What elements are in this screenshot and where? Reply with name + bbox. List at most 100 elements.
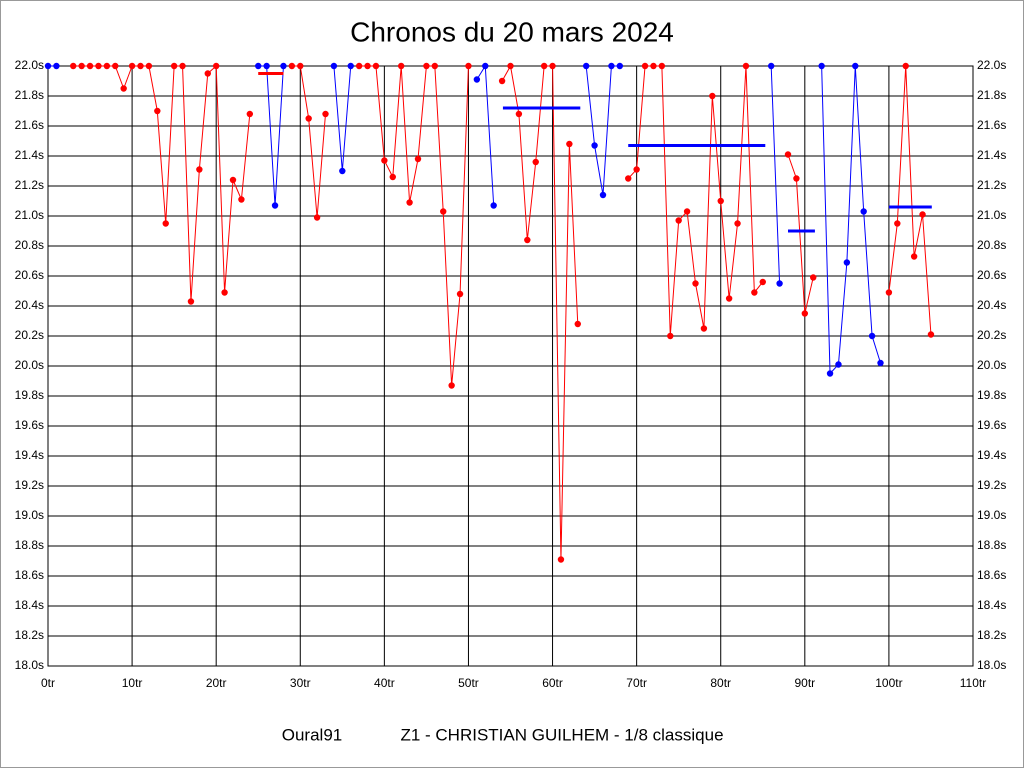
y2-tick-label: 21.2s: [977, 178, 1006, 192]
y2-tick-label: 21.6s: [977, 118, 1006, 132]
data-point: [288, 62, 296, 70]
y-tick-label: 20.4s: [15, 298, 44, 312]
y-tick-label: 21.6s: [15, 118, 44, 132]
x-tick-label: 110tr: [960, 676, 986, 690]
data-point: [78, 62, 85, 70]
data-point: [557, 556, 565, 563]
data-point: [793, 175, 800, 182]
y2-tick-label: 20.2s: [977, 328, 1006, 342]
data-point: [801, 310, 809, 317]
data-point: [894, 220, 901, 227]
data-point: [877, 359, 884, 367]
y2-tick-label: 22.0s: [977, 58, 1006, 72]
y-tick-label: 19.8s: [15, 388, 44, 402]
data-point: [582, 62, 590, 70]
data-point: [229, 176, 237, 184]
data-point: [852, 62, 859, 70]
data-point: [826, 370, 834, 377]
y-tick-label: 18.4s: [15, 598, 44, 612]
data-point: [70, 62, 77, 70]
chart-title: Chronos du 20 mars 2024: [350, 16, 674, 47]
y2-tick-label: 18.8s: [977, 538, 1006, 552]
x-tick-label: 50tr: [458, 676, 479, 690]
data-point: [154, 107, 161, 115]
data-point: [608, 62, 615, 70]
data-point: [297, 62, 304, 70]
data-point: [919, 211, 926, 218]
y2-tick-label: 18.0s: [977, 658, 1006, 672]
series-line: [888, 65, 932, 335]
data-point: [709, 92, 716, 100]
data-point: [465, 62, 472, 70]
data-point: [95, 62, 102, 70]
data-point: [423, 62, 430, 70]
footer-club: Oural91: [282, 725, 342, 744]
data-point: [549, 62, 556, 70]
y2-tick-label: 18.4s: [977, 598, 1006, 612]
data-point: [540, 62, 548, 70]
y-tick-label: 20.6s: [15, 268, 44, 282]
x-tick-label: 60tr: [542, 676, 563, 690]
data-point: [902, 62, 909, 70]
y-tick-label: 20.2s: [15, 328, 44, 342]
data-point: [683, 208, 691, 215]
data-point: [843, 259, 851, 266]
y2-tick-label: 21.0s: [977, 208, 1006, 222]
data-point: [313, 214, 321, 221]
series-line: [73, 64, 251, 302]
x-tick-label: 100tr: [875, 676, 902, 690]
y-tick-label: 18.8s: [15, 538, 44, 552]
data-point: [490, 202, 497, 209]
data-point: [524, 236, 531, 244]
data-point: [591, 142, 598, 149]
data-point: [406, 199, 413, 206]
data-point: [734, 220, 741, 227]
y-tick-label: 20.8s: [15, 238, 44, 252]
y2-tick-label: 20.8s: [977, 238, 1006, 252]
y2-tick-label: 19.8s: [977, 388, 1006, 402]
data-point: [238, 196, 245, 203]
data-point: [599, 191, 607, 199]
data-point: [633, 166, 640, 173]
data-point: [204, 70, 211, 77]
y2-tick-label: 18.2s: [977, 628, 1006, 642]
data-point: [482, 62, 489, 70]
x-tick-label: 90tr: [794, 676, 815, 690]
y2-tick-label: 21.4s: [977, 148, 1006, 162]
data-point: [751, 289, 758, 296]
y-tick-label: 19.0s: [15, 508, 44, 522]
y2-tick-label: 19.2s: [977, 478, 1006, 492]
data-point: [448, 382, 455, 389]
data-point: [112, 62, 119, 70]
data-point: [162, 220, 169, 227]
data-point: [170, 62, 178, 70]
data-point: [414, 155, 422, 163]
x-tick-label: 20tr: [206, 676, 227, 690]
series-line: [258, 65, 284, 206]
data-point: [44, 62, 52, 70]
x-tick-label: 70tr: [626, 676, 647, 690]
y2-tick-label: 18.6s: [977, 568, 1006, 582]
data-point: [103, 62, 111, 70]
data-point: [397, 62, 405, 70]
y-tick-label: 20.0s: [15, 358, 44, 372]
data-point: [868, 332, 876, 340]
data-point: [725, 295, 733, 302]
data-point: [574, 320, 581, 328]
data-point: [381, 157, 388, 164]
data-point: [196, 166, 203, 173]
data-point: [658, 62, 666, 70]
data-point: [372, 62, 380, 70]
data-point: [675, 217, 682, 224]
data-point: [263, 62, 270, 70]
data-point: [650, 62, 657, 70]
x-tick-label: 30tr: [290, 676, 311, 690]
data-point: [330, 62, 338, 70]
data-point: [212, 62, 220, 70]
series-line: [359, 65, 469, 386]
y-tick-label: 19.6s: [15, 418, 44, 432]
y-tick-label: 21.0s: [15, 208, 44, 222]
data-point: [692, 280, 699, 287]
